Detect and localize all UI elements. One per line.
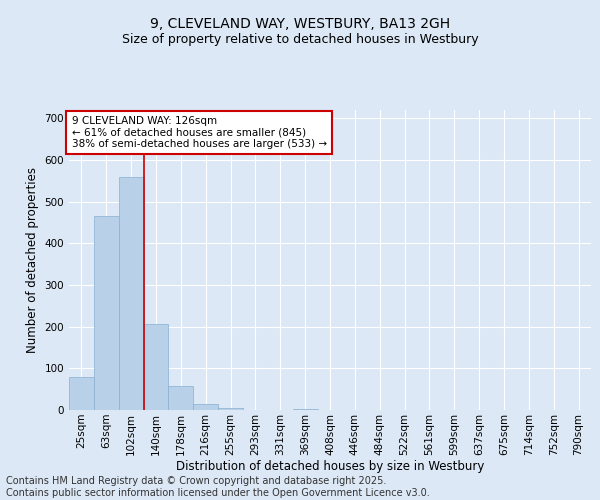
Bar — [193, 404, 218, 410]
Bar — [293, 409, 317, 410]
Bar — [143, 324, 169, 410]
Bar — [119, 176, 143, 410]
Text: 9, CLEVELAND WAY, WESTBURY, BA13 2GH: 9, CLEVELAND WAY, WESTBURY, BA13 2GH — [150, 18, 450, 32]
Text: Contains HM Land Registry data © Crown copyright and database right 2025.
Contai: Contains HM Land Registry data © Crown c… — [6, 476, 430, 498]
Bar — [94, 216, 119, 410]
Text: Size of property relative to detached houses in Westbury: Size of property relative to detached ho… — [122, 32, 478, 46]
X-axis label: Distribution of detached houses by size in Westbury: Distribution of detached houses by size … — [176, 460, 484, 473]
Text: 9 CLEVELAND WAY: 126sqm
← 61% of detached houses are smaller (845)
38% of semi-d: 9 CLEVELAND WAY: 126sqm ← 61% of detache… — [71, 116, 327, 149]
Bar — [218, 408, 243, 410]
Bar — [69, 376, 94, 410]
Bar — [169, 386, 193, 410]
Y-axis label: Number of detached properties: Number of detached properties — [26, 167, 39, 353]
